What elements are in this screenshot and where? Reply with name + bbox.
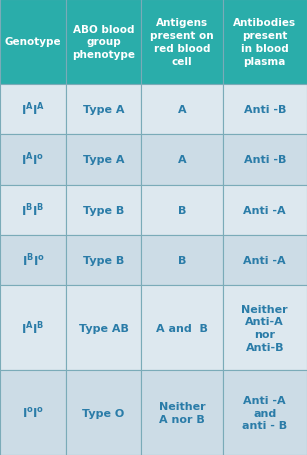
Text: $\mathbf{I^{A}I^{B}}$: $\mathbf{I^{A}I^{B}}$ <box>21 320 45 336</box>
Text: A: A <box>177 105 186 115</box>
Text: Type A: Type A <box>83 155 124 165</box>
Text: Neither
Anti-A
nor
Anti-B: Neither Anti-A nor Anti-B <box>242 304 288 352</box>
Bar <box>141 236 223 286</box>
Bar <box>66 236 141 286</box>
Text: Anti -A: Anti -A <box>243 205 286 215</box>
Bar <box>223 286 307 370</box>
Text: Anti -B: Anti -B <box>243 105 286 115</box>
Bar <box>141 286 223 370</box>
Bar <box>66 286 141 370</box>
Bar <box>66 135 141 185</box>
Bar <box>66 85 141 135</box>
Bar <box>0 286 66 370</box>
Text: Anti -A: Anti -A <box>243 256 286 266</box>
Bar <box>141 370 223 455</box>
Text: ABO blood
group
phenotype: ABO blood group phenotype <box>72 25 135 60</box>
Bar <box>66 0 141 85</box>
Text: Antigens
present on
red blood
cell: Antigens present on red blood cell <box>150 18 214 66</box>
Bar <box>223 370 307 455</box>
Text: $\mathbf{I^{A}I^{A}}$: $\mathbf{I^{A}I^{A}}$ <box>21 101 45 118</box>
Bar <box>223 135 307 185</box>
Bar <box>223 185 307 236</box>
Text: Antibodies
present
in blood
plasma: Antibodies present in blood plasma <box>233 18 296 66</box>
Bar <box>0 85 66 135</box>
Bar <box>223 85 307 135</box>
Text: $\mathbf{I^{o}I^{o}}$: $\mathbf{I^{o}I^{o}}$ <box>22 406 44 420</box>
Bar <box>0 370 66 455</box>
Text: Type B: Type B <box>83 205 124 215</box>
Text: Anti -B: Anti -B <box>243 155 286 165</box>
Bar <box>0 135 66 185</box>
Text: $\mathbf{I^{A}I^{o}}$: $\mathbf{I^{A}I^{o}}$ <box>21 152 45 168</box>
Bar <box>141 135 223 185</box>
Text: B: B <box>178 205 186 215</box>
Text: A: A <box>177 155 186 165</box>
Text: Genotype: Genotype <box>5 37 61 47</box>
Bar <box>66 370 141 455</box>
Bar <box>0 185 66 236</box>
Text: $\mathbf{I^{B}I^{B}}$: $\mathbf{I^{B}I^{B}}$ <box>21 202 45 219</box>
Text: Type O: Type O <box>83 408 125 418</box>
Text: Type B: Type B <box>83 256 124 266</box>
Text: Anti -A
and
anti - B: Anti -A and anti - B <box>242 395 287 430</box>
Bar <box>0 0 66 85</box>
Bar <box>141 185 223 236</box>
Text: Neither
A nor B: Neither A nor B <box>159 401 205 424</box>
Text: Type A: Type A <box>83 105 124 115</box>
Text: A and  B: A and B <box>156 323 208 333</box>
Bar <box>141 85 223 135</box>
Text: B: B <box>178 256 186 266</box>
Bar <box>66 185 141 236</box>
Text: $\mathbf{I^{B}I^{o}}$: $\mathbf{I^{B}I^{o}}$ <box>21 253 45 269</box>
Bar <box>141 0 223 85</box>
Text: Type AB: Type AB <box>79 323 129 333</box>
Bar <box>223 236 307 286</box>
Bar <box>223 0 307 85</box>
Bar <box>0 236 66 286</box>
